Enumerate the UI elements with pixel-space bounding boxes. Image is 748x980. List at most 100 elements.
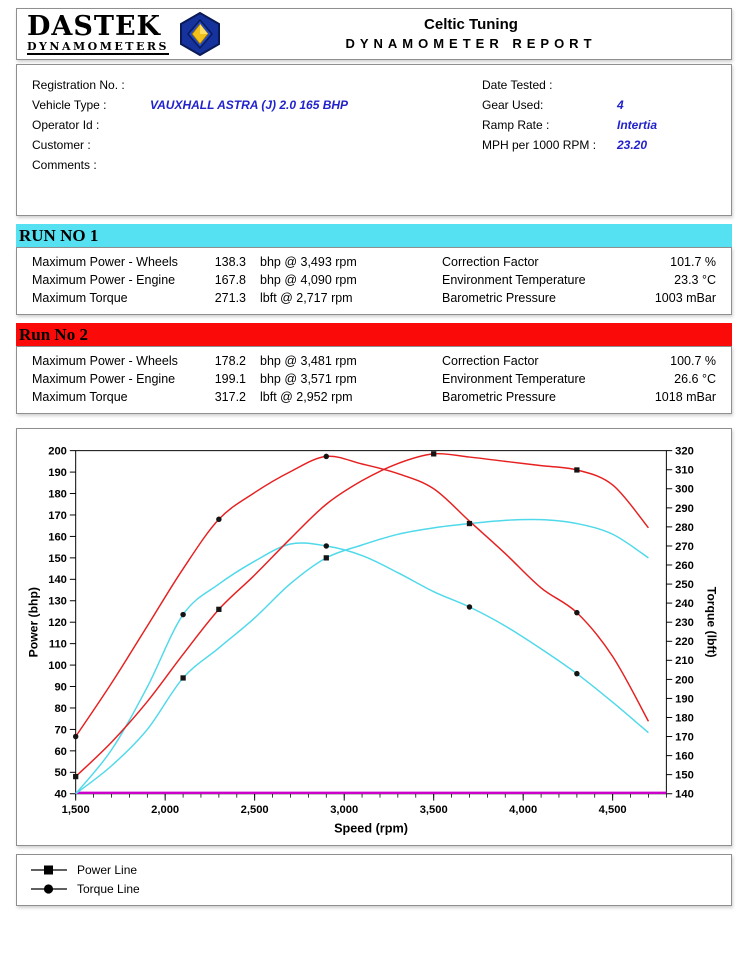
x-tick-label: 3,500 bbox=[420, 804, 448, 816]
stat-label: Correction Factor bbox=[442, 255, 539, 269]
operator-label: Operator Id : bbox=[32, 118, 100, 132]
torque-marker bbox=[180, 611, 186, 618]
run1-stat-row-wheels: Maximum Power - Wheels 138.3 bhp @ 3,493… bbox=[32, 253, 716, 271]
y-left-tick-label: 130 bbox=[48, 596, 67, 608]
power-marker bbox=[431, 451, 437, 457]
run1-stats-panel: Maximum Power - Wheels 138.3 bhp @ 3,493… bbox=[16, 247, 732, 315]
info-row-gear-used: Gear Used: 4 bbox=[482, 95, 716, 115]
y-right-tick-label: 290 bbox=[675, 503, 694, 515]
x-tick-label: 2,000 bbox=[151, 804, 179, 816]
stat-label: Barometric Pressure bbox=[442, 390, 556, 404]
stat-label: Environment Temperature bbox=[442, 372, 586, 386]
stat-label: Maximum Torque bbox=[32, 390, 128, 404]
series-run-1-torque bbox=[75, 542, 649, 795]
torque-marker bbox=[323, 453, 330, 460]
legend-item-power-line: Power Line bbox=[29, 861, 719, 880]
gear-used-label: Gear Used: bbox=[482, 98, 544, 112]
y-right-tick-label: 220 bbox=[675, 636, 694, 648]
info-row-ramp-rate: Ramp Rate : Intertia bbox=[482, 115, 716, 135]
title-block: Celtic Tuning DYNAMOMETER REPORT bbox=[221, 15, 721, 53]
stat-value: 138.3 bbox=[214, 255, 246, 269]
y-right-tick-label: 190 bbox=[675, 693, 694, 705]
stat-label: Maximum Power - Engine bbox=[32, 372, 176, 386]
info-row-mph-per-1000rpm: MPH per 1000 RPM : 23.20 bbox=[482, 135, 716, 155]
stat-label: Maximum Torque bbox=[32, 291, 128, 305]
run2-stat-row-torque: Maximum Torque 317.2 lbft @ 2,952 rpm Ba… bbox=[32, 388, 716, 406]
power-marker bbox=[466, 520, 473, 527]
power-marker bbox=[323, 555, 329, 561]
y-right-tick-label: 260 bbox=[675, 560, 694, 572]
torque-marker bbox=[323, 543, 330, 549]
plot-area bbox=[75, 450, 667, 795]
info-row-registration: Registration No. : bbox=[32, 75, 482, 95]
date-tested-label: Date Tested : bbox=[482, 78, 553, 92]
run2-banner: Run No 2 bbox=[16, 323, 732, 346]
dastek-logo-subtext: DYNAMOMETERS bbox=[27, 40, 169, 55]
ramp-rate-value: Intertia bbox=[617, 118, 658, 132]
x-tick-label: 4,500 bbox=[599, 804, 627, 816]
run1-stat-row-torque: Maximum Torque 271.3 lbft @ 2,717 rpm Ba… bbox=[32, 289, 716, 307]
stat-value: 1018 mBar bbox=[654, 390, 716, 404]
y-left-tick-label: 150 bbox=[48, 553, 67, 565]
stat-unit: lbft @ 2,952 rpm bbox=[260, 390, 353, 404]
stat-unit: bhp @ 3,481 rpm bbox=[260, 354, 357, 368]
y-right-tick-label: 280 bbox=[675, 522, 694, 534]
series-run-2-torque bbox=[75, 455, 650, 737]
y-left-tick-label: 110 bbox=[49, 639, 67, 651]
power-line-marker-icon bbox=[31, 865, 67, 875]
vehicle-type-label: Vehicle Type : bbox=[32, 98, 107, 112]
y-left-tick-label: 200 bbox=[48, 446, 67, 458]
power-marker bbox=[180, 675, 186, 681]
torque-marker bbox=[466, 604, 473, 610]
y-right-tick-label: 160 bbox=[675, 751, 694, 763]
y-left-tick-label: 50 bbox=[54, 767, 66, 779]
y-left-tick-label: 40 bbox=[54, 789, 66, 801]
stat-value: 1003 mBar bbox=[654, 291, 716, 305]
legend-item-torque-line: Torque Line bbox=[29, 880, 719, 899]
torque-marker bbox=[72, 733, 79, 740]
dastek-logo: DASTEK DYNAMOMETERS bbox=[27, 13, 169, 55]
y-left-tick-label: 170 bbox=[48, 510, 67, 522]
report-title: DYNAMOMETER REPORT bbox=[345, 36, 597, 52]
power-marker bbox=[216, 606, 222, 612]
info-row-comments: Comments : bbox=[32, 155, 482, 175]
y-right-tick-label: 230 bbox=[675, 617, 694, 629]
info-row-operator: Operator Id : bbox=[32, 115, 482, 135]
stat-label: Maximum Power - Engine bbox=[32, 273, 176, 287]
y-left-tick-label: 100 bbox=[48, 660, 67, 672]
stat-unit: bhp @ 3,493 rpm bbox=[260, 255, 357, 269]
x-tick-label: 3,000 bbox=[330, 804, 358, 816]
torque-marker bbox=[574, 670, 580, 677]
y-left-tick-label: 160 bbox=[48, 531, 67, 543]
y-left-tick-label: 120 bbox=[48, 617, 67, 629]
y-left-tick-label: 60 bbox=[54, 746, 66, 758]
dastek-logo-text: DASTEK bbox=[27, 11, 161, 42]
stat-label: Correction Factor bbox=[442, 354, 539, 368]
legend-label: Power Line bbox=[77, 863, 138, 878]
power-marker bbox=[73, 773, 79, 780]
y-left-tick-label: 140 bbox=[48, 574, 67, 586]
vehicle-type-value: VAUXHALL ASTRA (J) 2.0 165 BHP bbox=[150, 98, 349, 112]
run2-stat-row-wheels: Maximum Power - Wheels 178.2 bhp @ 3,481… bbox=[32, 352, 716, 370]
x-tick-label: 4,000 bbox=[509, 804, 537, 816]
run2-stats-panel: Maximum Power - Wheels 178.2 bhp @ 3,481… bbox=[16, 346, 732, 414]
stat-value: 199.1 bbox=[214, 372, 246, 386]
torque-line-marker-icon bbox=[31, 884, 67, 894]
y-right-tick-label: 180 bbox=[675, 712, 694, 724]
y-right-axis-title: Torque (lbft) bbox=[704, 587, 718, 658]
x-axis-title: Speed (rpm) bbox=[334, 822, 408, 836]
y-right-tick-label: 300 bbox=[675, 484, 694, 496]
run2-stat-row-engine: Maximum Power - Engine 199.1 bhp @ 3,571… bbox=[32, 370, 716, 388]
stat-value: 178.2 bbox=[214, 354, 246, 368]
info-left-column: Registration No. : Vehicle Type : VAUXHA… bbox=[32, 75, 482, 175]
stat-value: 271.3 bbox=[214, 291, 246, 305]
y-right-tick-label: 150 bbox=[675, 770, 694, 782]
company-name: Celtic Tuning bbox=[424, 16, 518, 34]
y-right-tick-label: 210 bbox=[675, 655, 694, 667]
legend-label: Torque Line bbox=[77, 882, 140, 897]
chart-legend: Power Line Torque Line bbox=[16, 853, 732, 906]
series-run-2-power bbox=[75, 452, 649, 778]
stat-value: 26.6 °C bbox=[674, 372, 716, 386]
dyno-chart-panel: 1,500 2,000 2,500 3,000 3,500 4,000 4,500 40 50 6… bbox=[16, 428, 732, 846]
